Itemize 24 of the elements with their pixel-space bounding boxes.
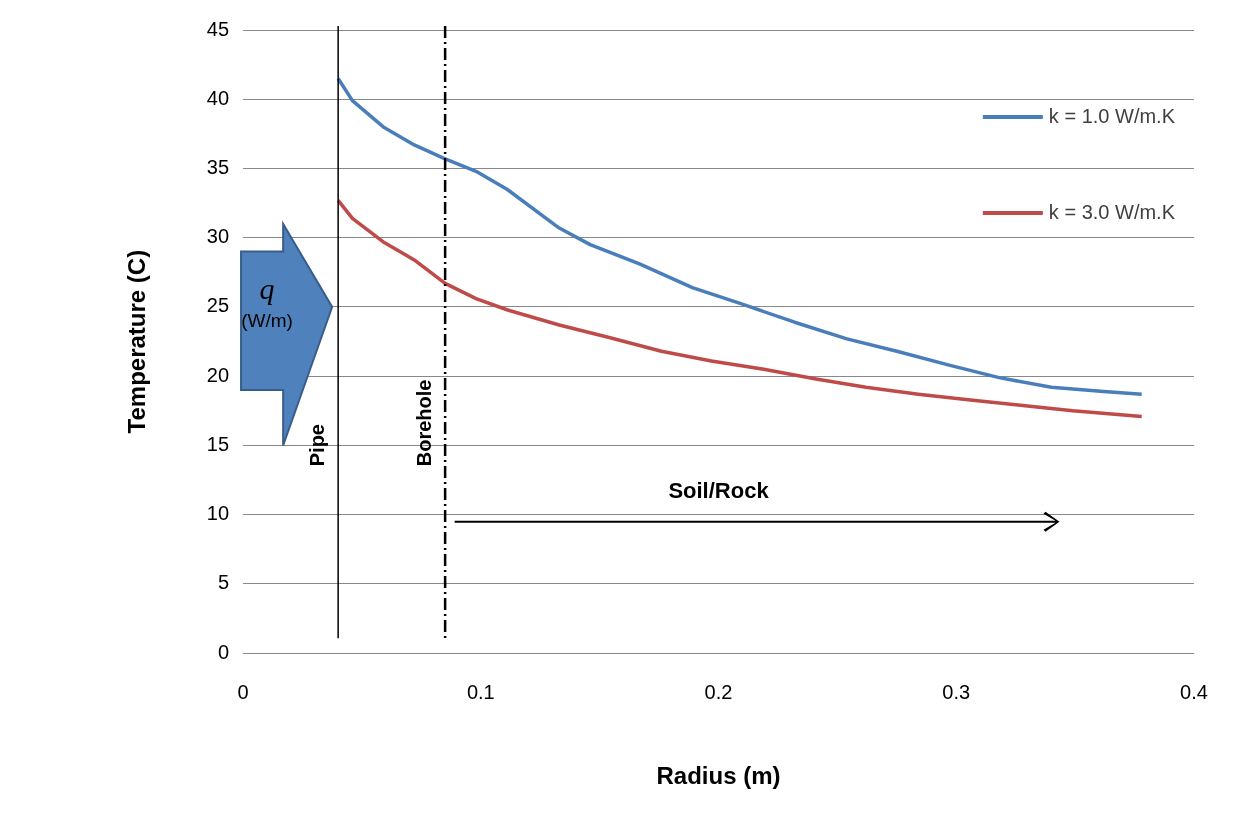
y-tick-label: 35 bbox=[206, 156, 230, 178]
x-tick-label: 0.4 bbox=[1180, 680, 1208, 703]
y-tick-label: 45 bbox=[206, 17, 230, 40]
x-tick-label: 0.1 bbox=[466, 680, 495, 703]
annotation: q bbox=[259, 271, 275, 305]
x-tick-label: 0.3 bbox=[942, 680, 971, 703]
y-tick-label: 40 bbox=[206, 86, 230, 109]
y-tick-label: 0 bbox=[217, 640, 230, 663]
annotation: (W/m) bbox=[241, 309, 293, 331]
x-axis-title: Radius (m) bbox=[656, 762, 781, 790]
y-tick-label: 30 bbox=[206, 225, 230, 248]
y-axis-title: Temperature (C) bbox=[123, 249, 151, 434]
y-tick-label: 5 bbox=[217, 571, 230, 594]
legend-label: k = 3.0 W/m.K bbox=[1048, 200, 1176, 223]
legend-label: k = 1.0 W/m.K bbox=[1048, 104, 1176, 127]
y-tick-label: 25 bbox=[206, 294, 230, 317]
x-tick-label: 0.2 bbox=[704, 680, 733, 703]
y-tick-label: 10 bbox=[206, 502, 230, 525]
x-tick-label: 0 bbox=[237, 680, 249, 703]
y-tick-label: 15 bbox=[206, 432, 230, 455]
ref-line-label: Pipe bbox=[305, 423, 328, 467]
y-tick-label: 20 bbox=[206, 363, 230, 386]
annotation: Soil/Rock bbox=[668, 478, 770, 504]
ref-line-label: Borehole bbox=[412, 379, 435, 467]
